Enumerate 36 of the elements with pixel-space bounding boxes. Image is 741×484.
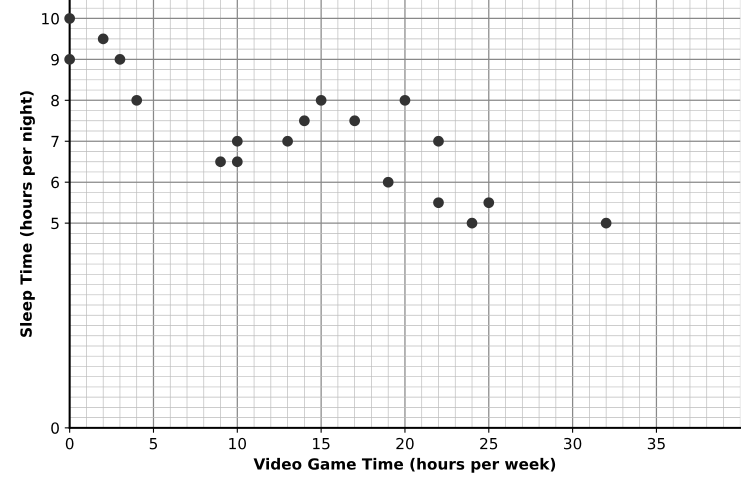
x-tick-label: 10 — [229, 438, 246, 450]
point — [114, 54, 126, 65]
y-tick-label: 6 — [51, 176, 59, 188]
point — [299, 115, 310, 126]
point — [382, 176, 394, 188]
point — [433, 136, 444, 147]
point — [232, 156, 243, 168]
point — [433, 197, 444, 208]
point — [282, 136, 293, 147]
point — [600, 218, 612, 228]
point — [349, 115, 360, 126]
y-tick-label: 5 — [51, 218, 59, 230]
point — [131, 94, 142, 106]
x-tick-label: 5 — [150, 438, 158, 450]
x-tick-label: 25 — [480, 438, 498, 450]
y-tick-label: 0 — [51, 422, 59, 434]
y-tick-label: 7 — [51, 136, 59, 148]
point — [232, 136, 243, 147]
point — [64, 54, 76, 65]
point — [64, 13, 76, 24]
point — [98, 34, 109, 44]
x-axis-title: Video Game Time (hours per week) — [254, 458, 556, 473]
point — [215, 156, 226, 168]
x-tick-label: 30 — [564, 438, 582, 450]
y-tick-label: 10 — [42, 12, 59, 24]
x-tick-label: 0 — [66, 438, 74, 450]
x-tick-label: 15 — [313, 438, 330, 450]
point — [400, 94, 410, 106]
y-tick-label: 9 — [51, 54, 59, 66]
point — [483, 197, 494, 208]
y-axis-title: Sleep Time (hours per night) — [20, 91, 35, 337]
x-tick-label: 35 — [648, 438, 665, 450]
point — [466, 218, 478, 228]
x-tick-label: 20 — [396, 438, 414, 450]
point — [316, 94, 326, 106]
y-tick-label: 8 — [51, 94, 59, 106]
